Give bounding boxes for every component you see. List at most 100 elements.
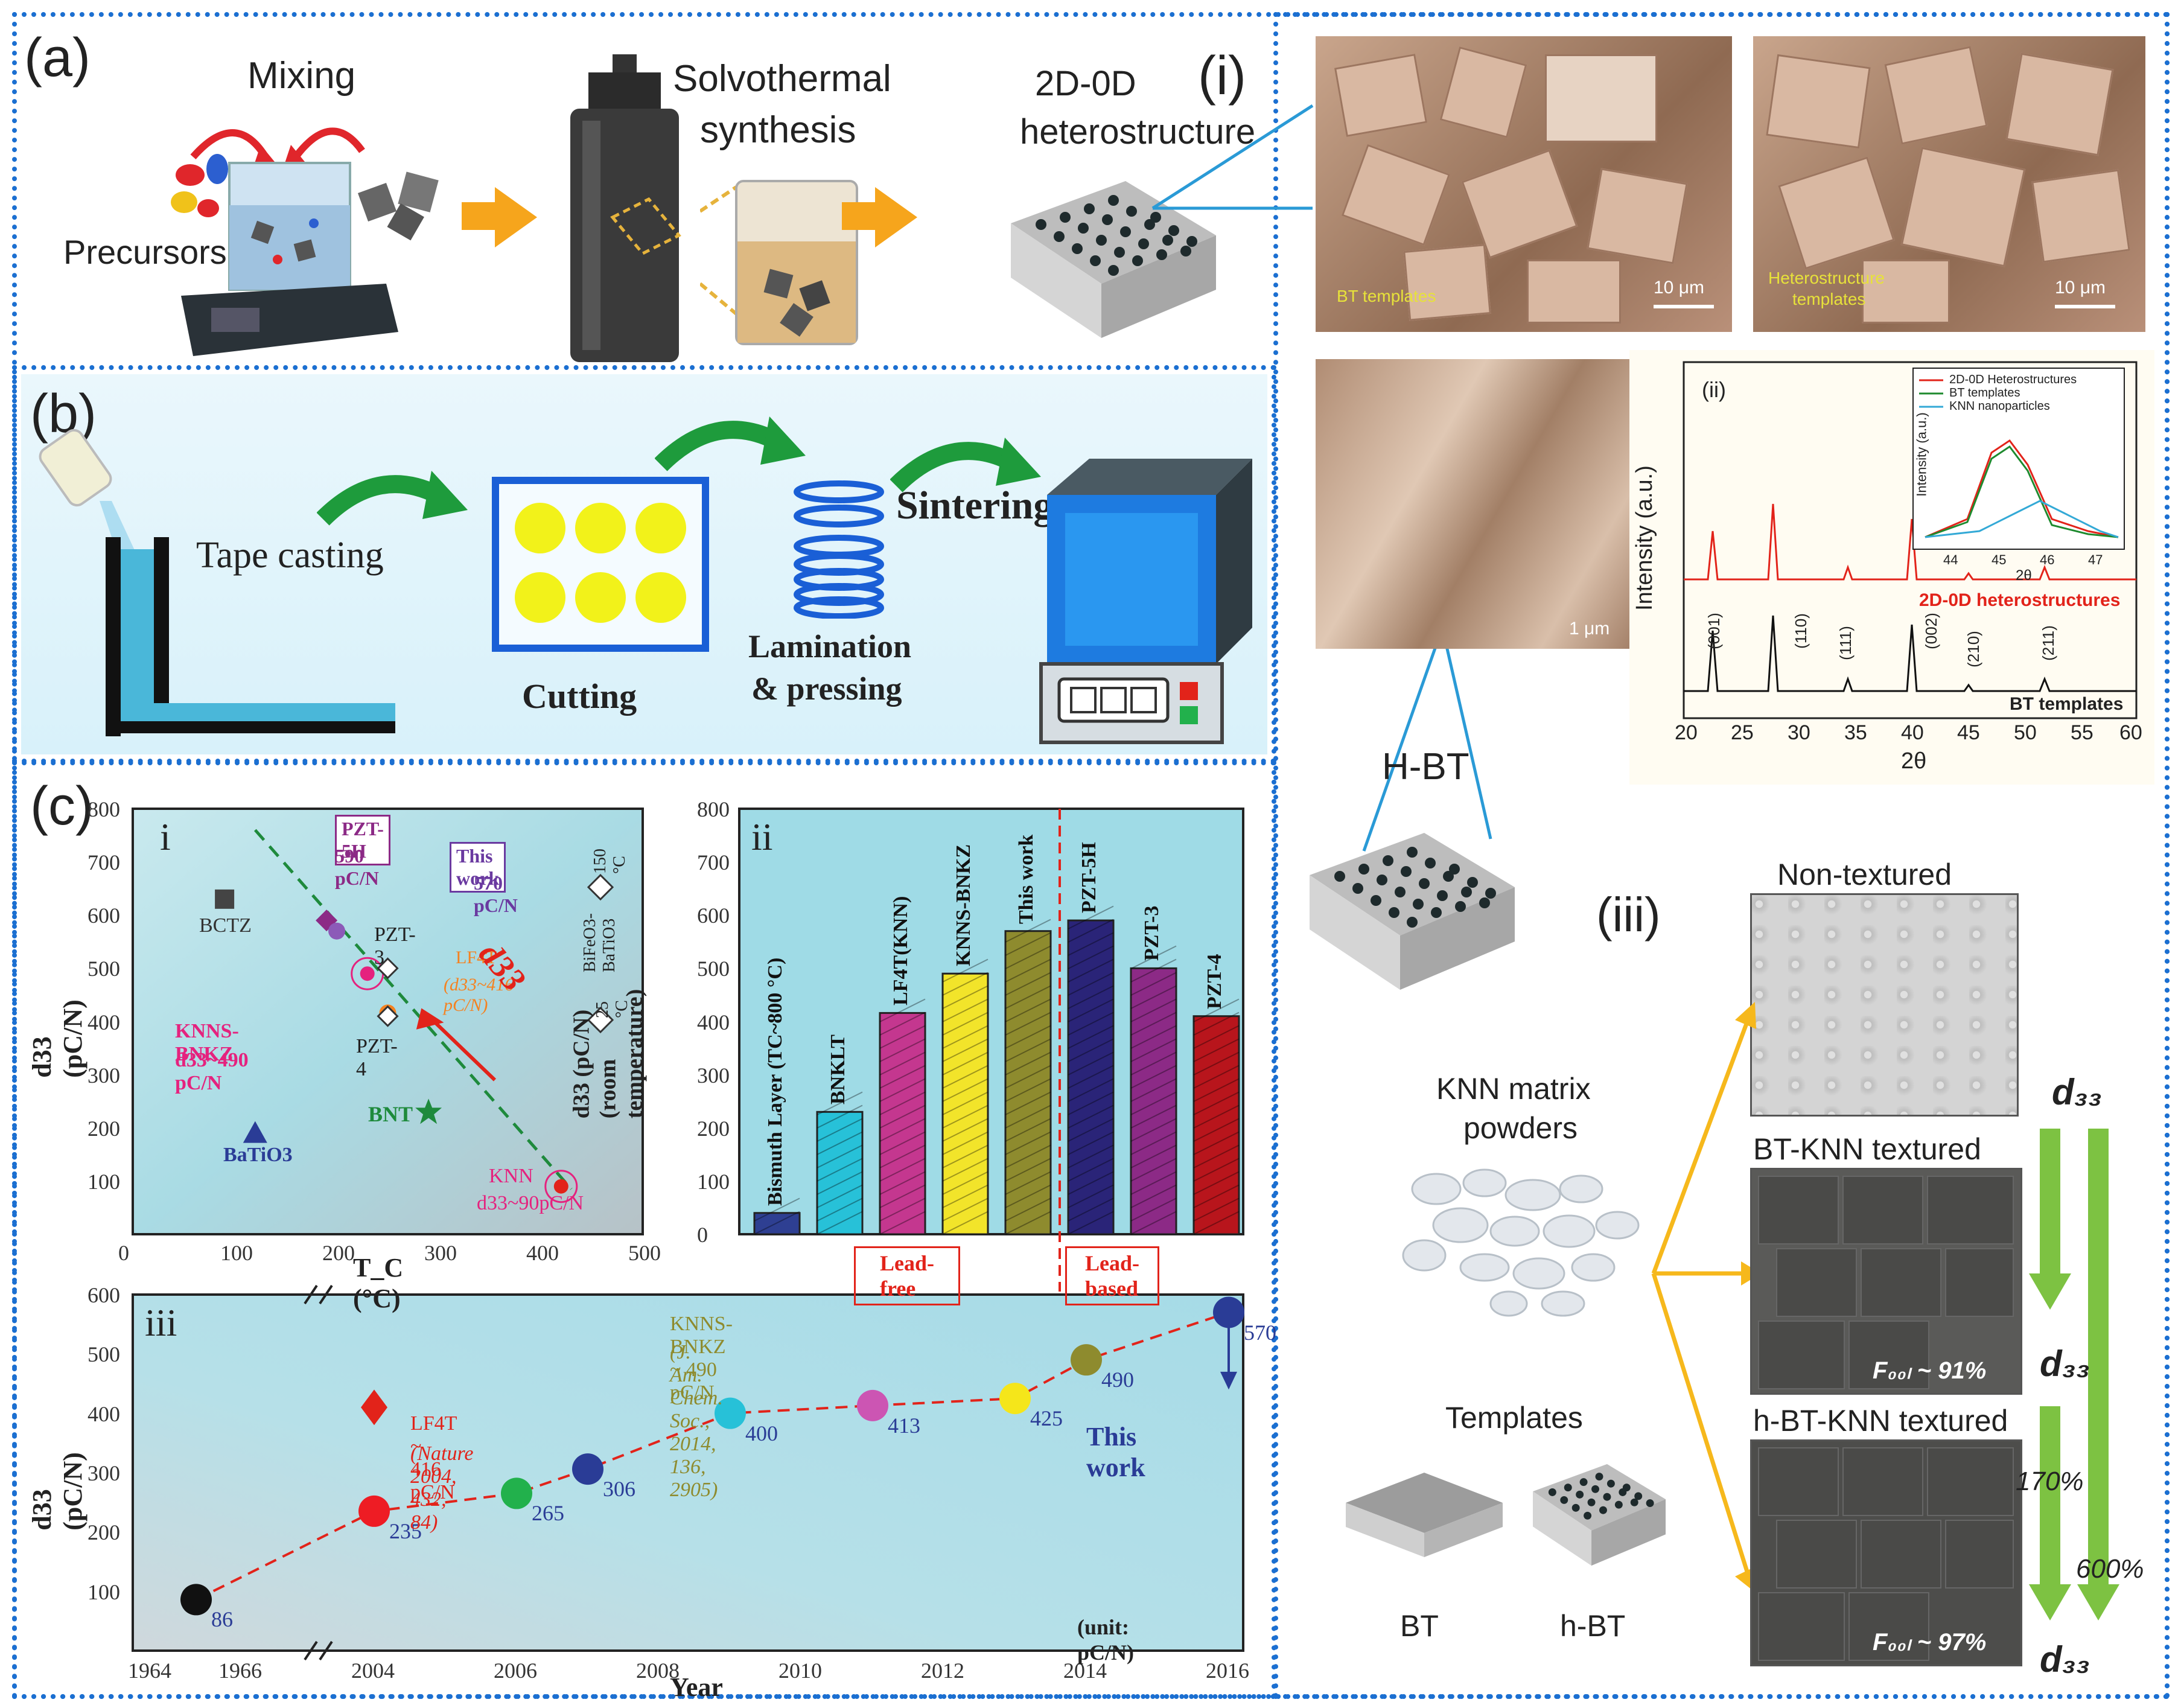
ciii-point-2016: [1213, 1296, 1244, 1328]
xrd-xtick-5: 45: [1957, 721, 1980, 744]
cii-bar-hatch: [1005, 1171, 1051, 1195]
inset-tick-2: 46: [2040, 552, 2055, 567]
panel-c-label: (c): [30, 776, 94, 836]
cii-bar-hatch: [1130, 1211, 1177, 1235]
panel-i-label: (i): [1198, 46, 1246, 106]
sem2-scale: 10 μm: [2055, 278, 2106, 298]
cii-bar-hatch: [1005, 919, 1051, 943]
xrd-sublabel: (ii): [1702, 377, 1726, 402]
cii-bar-hatch: [1005, 932, 1051, 956]
cii-bar-hatch: [1005, 1091, 1051, 1115]
ciii-lf4t-marker: [361, 1389, 387, 1426]
cii-bar-hatch: [1068, 1078, 1114, 1102]
ciii-point-2004: [358, 1495, 390, 1527]
cii-bar-hatch: [1193, 1051, 1240, 1075]
ciii-break-bottom-1: [304, 1640, 318, 1661]
cii-ylabel: d33 (pC/N) (room temperature): [568, 989, 648, 1119]
cii-bar-hatch: [1005, 945, 1051, 969]
cii-cat-label-0: Bismuth Layer (TC~800 °C): [763, 957, 786, 1206]
cii-bar-hatch: [1005, 1211, 1051, 1235]
cii-bar-hatch: [1193, 1078, 1240, 1102]
panel-iii-label: (iii): [1596, 888, 1661, 942]
cii-bar-hatch: [942, 1211, 989, 1235]
ciii-point-2014: [1071, 1344, 1102, 1376]
green-arrow-short-head-icon: [2029, 1273, 2071, 1310]
xrd-red-label: 2D-0D heterostructures: [1919, 590, 2121, 610]
hbt-knn-f: F₀₀ₗ ~ 97%: [1873, 1629, 1987, 1655]
xrd-xtick-6: 50: [2014, 721, 2037, 744]
panel-b-label: (b): [30, 384, 97, 444]
cii-bar-hatch: [1068, 1211, 1114, 1235]
cii-bar-hatch: [879, 998, 926, 1022]
cii-bar-hatch: [1193, 1184, 1240, 1208]
cii-cat-label-7: PZT-4: [1203, 954, 1226, 1009]
ciii-value-8: 570: [1244, 1320, 1276, 1345]
cii-bar-hatch: [879, 1184, 926, 1208]
xrd-xtick-8: 60: [2119, 721, 2142, 744]
cii-bar-hatch: [817, 1144, 863, 1168]
hetero-label-2: heterostructure: [1020, 112, 1256, 151]
cii-bar-hatch: [1193, 1131, 1240, 1155]
cii-bar-hatch: [1005, 958, 1051, 983]
ciii-point-2013: [999, 1383, 1031, 1415]
cii-bar-hatch: [1005, 1038, 1051, 1062]
cii-ytick-200: 200: [697, 1116, 730, 1141]
hbt-label: H-BT: [1382, 746, 1469, 788]
hbt-template-icon: [1533, 1464, 1666, 1566]
inset-xlabel: 2θ: [2016, 567, 2032, 584]
arrow-a2-head-icon: [875, 187, 917, 247]
cii-bar-hatch: [1130, 1038, 1177, 1062]
cii-bar-hatch: [1130, 1091, 1177, 1115]
cii-bar-hatch: [1068, 919, 1114, 943]
cii-bar-hatch: [1193, 1158, 1240, 1182]
xrd-xtick-4: 40: [1901, 721, 1924, 744]
cii-bar-hatch: [1130, 1012, 1177, 1036]
panel-b: (b) Tape casting Cutting Lamination & pr…: [21, 374, 1267, 754]
furnace-icon: [1039, 459, 1252, 744]
cii-bar-hatch: [1130, 1184, 1177, 1208]
panel-ii: (ii) Intensity (a.u.) 2D-0D Heterostruct…: [1629, 350, 2154, 785]
ciii-sublabel: iii: [145, 1301, 177, 1344]
cii-bar-hatch: [1005, 985, 1051, 1009]
cii-ytick-600: 600: [697, 903, 730, 928]
cii-cat-label-5: PZT-5H: [1077, 842, 1100, 914]
xrd-xtick-0: 20: [1675, 721, 1698, 744]
cii-bar-2: [879, 1012, 926, 1235]
ciii-value-0: 86: [211, 1607, 233, 1632]
arrow-a1: [462, 202, 498, 230]
cii-bar-hatch: [1068, 998, 1114, 1022]
bifeo3-annot: BiFeO3-BaTiO3: [581, 913, 619, 972]
ciii-xtick-1966: 1966: [218, 1659, 262, 1683]
ci-ytick-700: 700: [88, 850, 120, 875]
pzt3-annot: PZT-3: [374, 923, 416, 969]
cii-bar-hatch: [1130, 1065, 1177, 1089]
knn-matrix-label-2: powders: [1463, 1111, 1578, 1145]
cii-bar-hatch: [754, 1211, 800, 1235]
cii-bar-hatch: [1068, 1038, 1114, 1062]
non-textured-label: Non-textured: [1777, 858, 1952, 891]
inset-tick-1: 45: [1992, 552, 2007, 567]
cii-bar-hatch: [879, 1012, 926, 1036]
cii-bar-6: [1130, 967, 1177, 1235]
cii-cat-label-1: BNKLT: [826, 1034, 849, 1105]
sem1-scalebar: [1654, 305, 1714, 308]
cii-bar-hatch: [1005, 1078, 1051, 1102]
cii-bar-hatch: [942, 1171, 989, 1195]
ciii-xtick-2004: 2004: [351, 1659, 395, 1683]
cii-bar-hatch: [1193, 1038, 1240, 1062]
ciii-xtick-2016: 2016: [1206, 1659, 1249, 1683]
cii-bar-hatch: [1068, 1051, 1114, 1075]
knnsbnkz-annot-1: KNNS-BNKZ: [175, 1020, 239, 1065]
cii-bar-hatch: [1005, 1184, 1051, 1208]
sem-hetero-templates: Heterostructure templates 10 μm: [1753, 36, 2145, 332]
hbt-block-icon: [1310, 833, 1515, 990]
cii-bar-hatch: [1068, 1118, 1114, 1142]
cii-bar-hatch: [1130, 1197, 1177, 1222]
green-arrow-mid-head-icon: [2029, 1584, 2071, 1620]
cii-bar-hatch: [817, 1131, 863, 1155]
xrd-black-line: [1684, 615, 2136, 692]
cii-bar-hatch: [1068, 1025, 1114, 1049]
heterostructure-block-icon: [1011, 181, 1216, 338]
